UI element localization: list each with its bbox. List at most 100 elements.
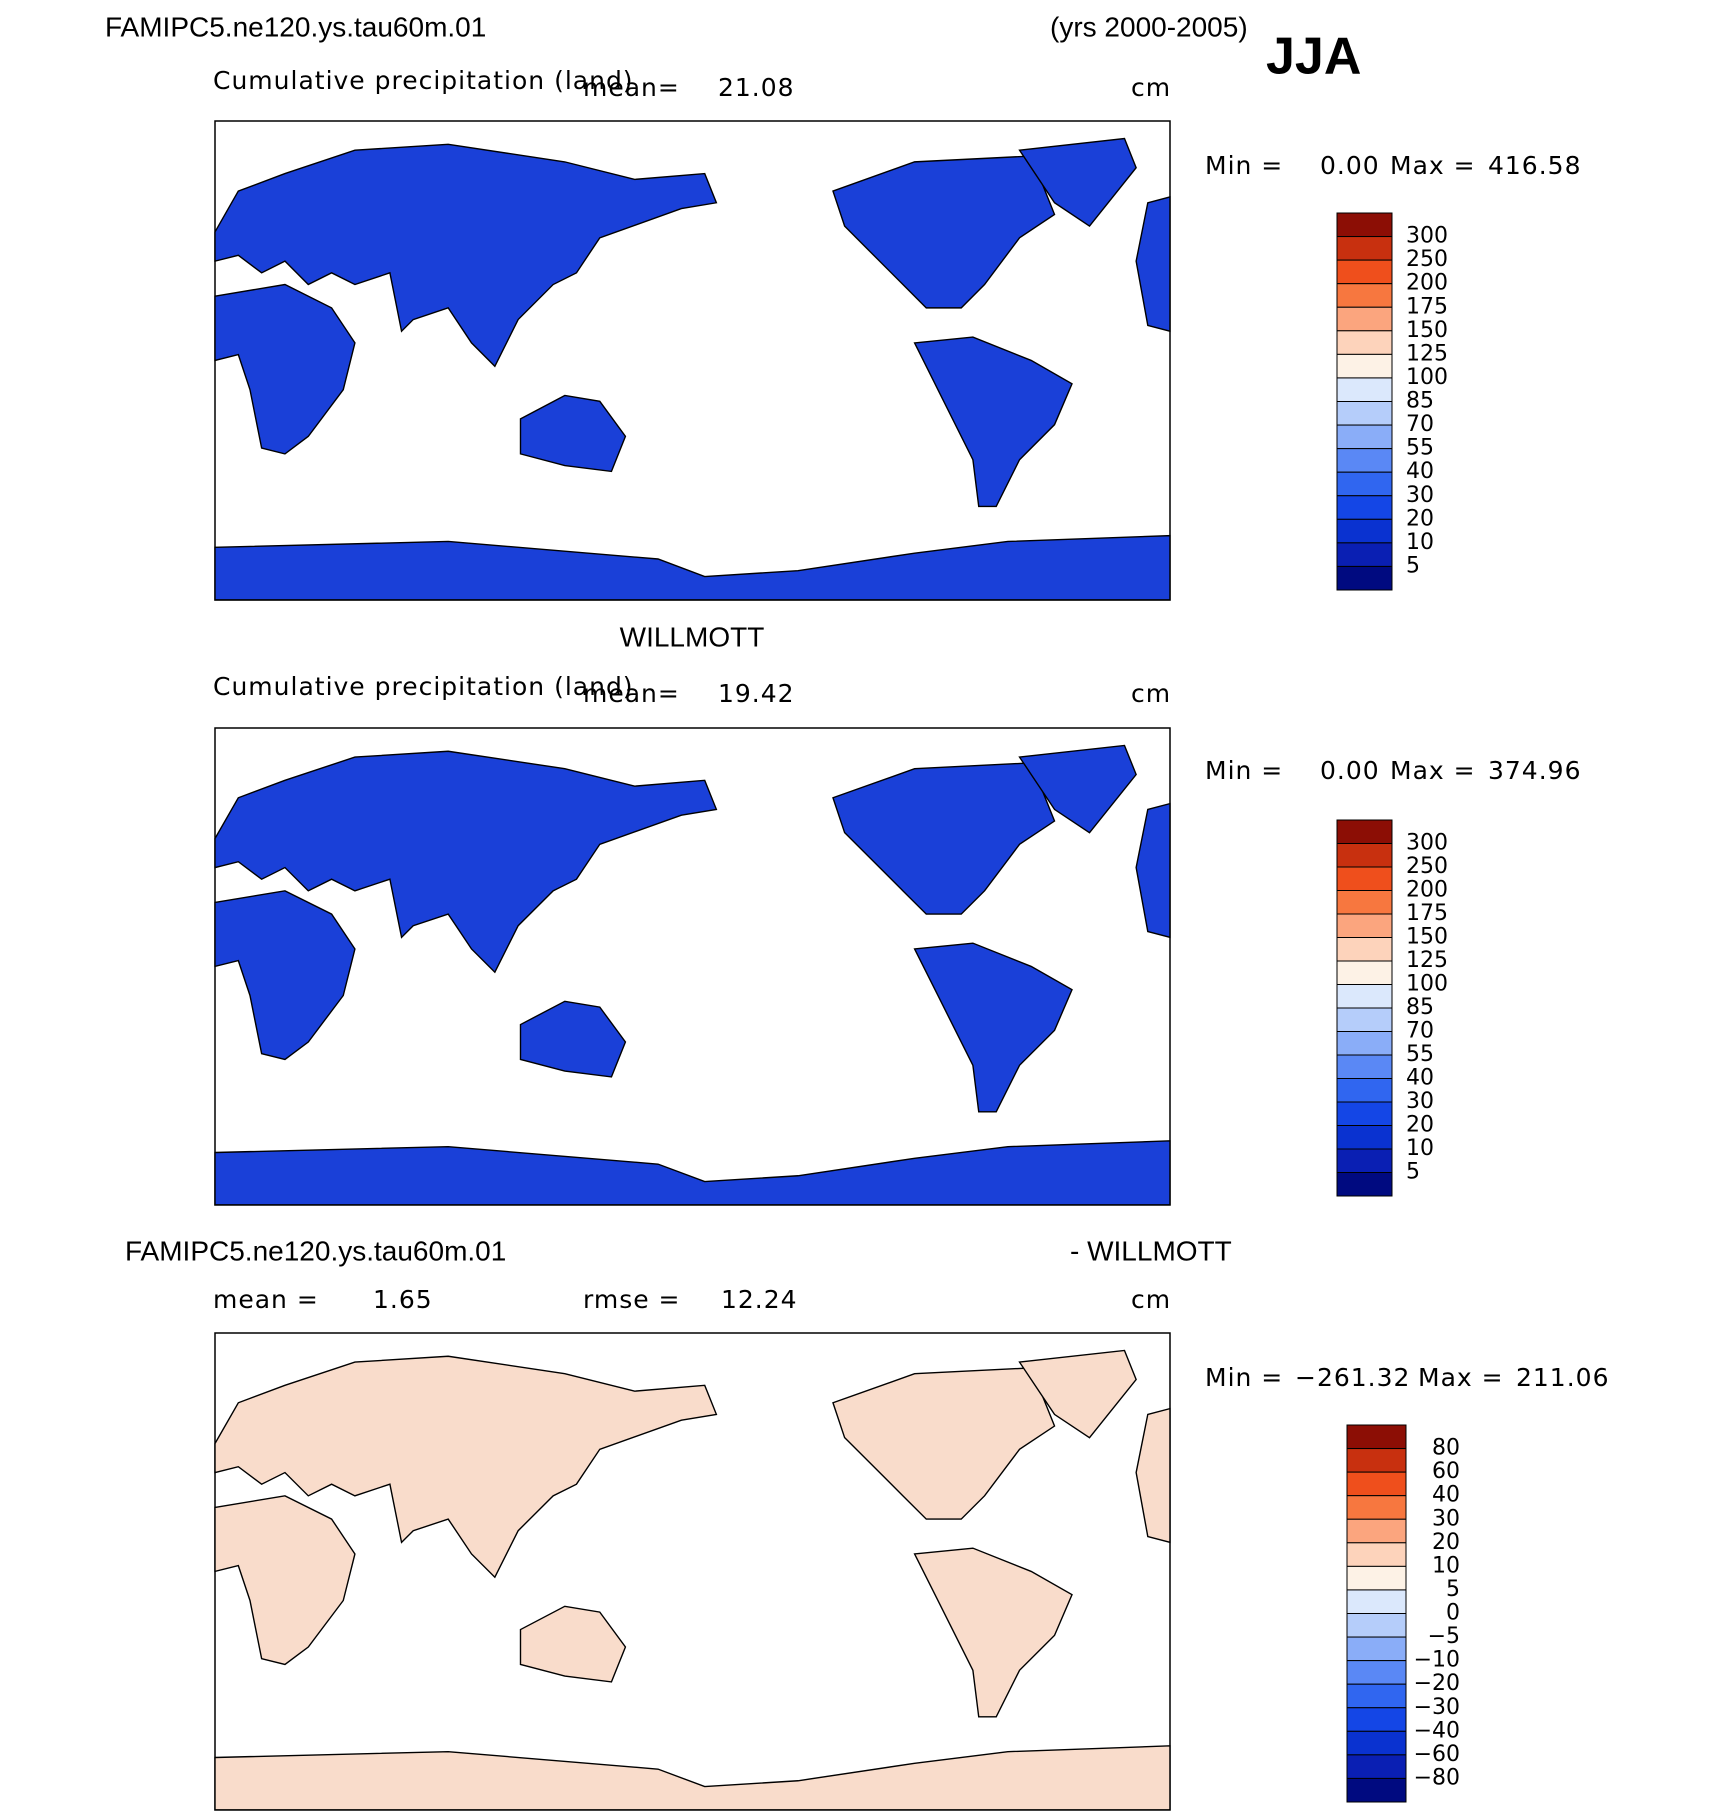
mean-label: mean= <box>583 73 680 102</box>
units: cm <box>1131 679 1171 708</box>
mean-label: mean = <box>213 1285 319 1314</box>
colorbar-label: 60 <box>1432 1459 1460 1484</box>
colorbar-box <box>1346 1636 1407 1662</box>
colorbar-label: 100 <box>1406 365 1448 390</box>
colorbar-label: −20 <box>1414 1671 1460 1696</box>
colorbar-label: 5 <box>1406 1160 1420 1185</box>
max-label: Max = <box>1390 151 1476 180</box>
colorbar-label: 200 <box>1406 878 1448 903</box>
colorbar-label: 20 <box>1406 1113 1434 1138</box>
colorbar-box <box>1336 1031 1393 1056</box>
min-label: Min = <box>1205 151 1283 180</box>
colorbar-label: 200 <box>1406 271 1448 296</box>
colorbar-box <box>1336 913 1393 938</box>
max-value: 416.58 <box>1488 151 1581 180</box>
colorbar-label: 55 <box>1406 1042 1434 1067</box>
colorbar-box <box>1336 937 1393 962</box>
colorbar-box <box>1346 1660 1407 1685</box>
max-value: 374.96 <box>1488 756 1581 785</box>
mean-value: 21.08 <box>718 73 795 102</box>
colorbar-label: 30 <box>1432 1506 1460 1531</box>
colorbar-box <box>1346 1683 1407 1709</box>
colorbar-box <box>1336 984 1393 1009</box>
colorbar-label: 250 <box>1406 854 1448 879</box>
colorbar-label: 70 <box>1406 412 1434 437</box>
subtitle: Cumulative precipitation (land) <box>213 672 634 701</box>
units: cm <box>1131 1285 1171 1314</box>
mean-value: 1.65 <box>373 1285 433 1314</box>
colorbar-label: 250 <box>1406 247 1448 272</box>
colorbar-box <box>1336 377 1393 402</box>
colorbar-box <box>1336 1148 1393 1173</box>
colorbar-box <box>1336 236 1393 261</box>
colorbar-label: 125 <box>1406 341 1448 366</box>
colorbar-box <box>1346 1518 1407 1544</box>
colorbar-box <box>1336 565 1393 591</box>
header-title: FAMIPC5.ne120.ys.tau60m.01 <box>105 11 486 42</box>
colorbar-box <box>1336 448 1393 473</box>
colorbar-box <box>1336 843 1393 868</box>
colorbar-box <box>1346 1707 1407 1732</box>
colorbar-box <box>1346 1565 1407 1591</box>
season: JJA <box>1266 28 1361 86</box>
header-years: (yrs 2000-2005) <box>1050 11 1248 42</box>
colorbar-box <box>1336 890 1393 915</box>
colorbar-label: 300 <box>1406 224 1448 249</box>
colorbar-box <box>1336 518 1393 544</box>
colorbar-box <box>1336 1172 1393 1197</box>
colorbar-label: 100 <box>1406 972 1448 997</box>
colorbar-box <box>1336 330 1393 355</box>
colorbar-box <box>1346 1471 1407 1497</box>
colorbar-box <box>1336 1125 1393 1150</box>
colorbar-label: 175 <box>1406 294 1448 319</box>
colorbar-box <box>1336 259 1393 285</box>
colorbar-label: 80 <box>1432 1436 1460 1461</box>
colorbar-box <box>1336 960 1393 985</box>
min-value: −261.32 <box>1295 1363 1410 1392</box>
colorbar-label: 125 <box>1406 948 1448 973</box>
colorbar-box <box>1336 1078 1393 1103</box>
colorbar-label: 70 <box>1406 1019 1434 1044</box>
colorbar-box <box>1336 424 1393 450</box>
colorbar-box <box>1336 306 1393 332</box>
colorbar-label: 20 <box>1432 1530 1460 1555</box>
rmse-label: rmse = <box>583 1285 681 1314</box>
colorbar-box <box>1336 1101 1393 1126</box>
colorbar-label: −80 <box>1414 1765 1460 1790</box>
colorbar-label: 30 <box>1406 1089 1434 1114</box>
colorbar-box <box>1336 819 1393 844</box>
colorbar-label: 5 <box>1406 553 1420 578</box>
colorbar-label: 40 <box>1406 1066 1434 1091</box>
colorbar-box <box>1346 1424 1407 1450</box>
colorbar-label: 40 <box>1432 1483 1460 1508</box>
colorbar-label: −10 <box>1414 1648 1460 1673</box>
colorbar-label: −60 <box>1414 1742 1460 1767</box>
min-value: 0.00 <box>1320 756 1380 785</box>
min-label: Min = <box>1205 756 1283 785</box>
colorbar-label: 40 <box>1406 459 1434 484</box>
max-label: Max = <box>1418 1363 1504 1392</box>
colorbar-box <box>1346 1589 1407 1614</box>
colorbar-label: 55 <box>1406 436 1434 461</box>
subtitle: Cumulative precipitation (land) <box>213 66 634 95</box>
colorbar-label: 85 <box>1406 389 1434 414</box>
colorbar-box <box>1346 1613 1407 1638</box>
colorbar-label: 10 <box>1406 1136 1434 1161</box>
colorbar-label: 150 <box>1406 318 1448 343</box>
colorbar-label: 10 <box>1406 530 1434 555</box>
colorbar-label: −30 <box>1414 1695 1460 1720</box>
colorbar-label: −5 <box>1428 1624 1460 1649</box>
min-label: Min = <box>1205 1363 1283 1392</box>
colorbar-label: 85 <box>1406 995 1434 1020</box>
panel-title: WILLMOTT <box>620 621 765 652</box>
colorbar-label: 10 <box>1432 1553 1460 1578</box>
panel-title: - WILLMOTT <box>1070 1235 1232 1266</box>
colorbar-box <box>1346 1495 1407 1520</box>
colorbar-label: 30 <box>1406 483 1434 508</box>
colorbar-box <box>1336 866 1393 891</box>
colorbar-label: 0 <box>1446 1601 1460 1626</box>
panel-title: FAMIPC5.ne120.ys.tau60m.01 <box>125 1235 506 1266</box>
colorbar-box <box>1336 212 1393 238</box>
colorbar-label: 150 <box>1406 925 1448 950</box>
